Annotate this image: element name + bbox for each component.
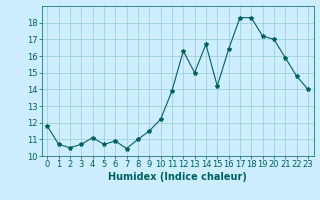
X-axis label: Humidex (Indice chaleur): Humidex (Indice chaleur) <box>108 172 247 182</box>
